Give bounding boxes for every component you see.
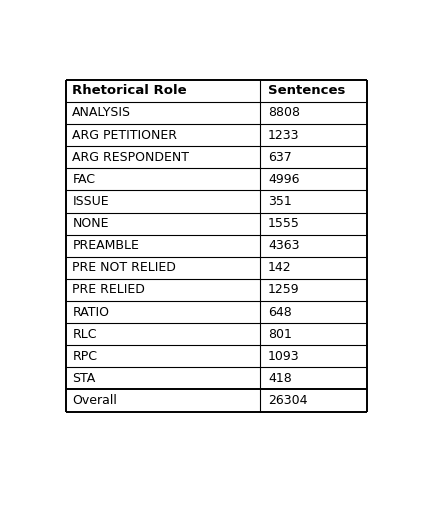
Text: RLC: RLC: [73, 328, 97, 341]
Text: PREAMBLE: PREAMBLE: [73, 239, 139, 252]
Text: Overall: Overall: [73, 394, 117, 407]
Text: STA: STA: [73, 372, 96, 385]
Text: PRE RELIED: PRE RELIED: [73, 283, 145, 296]
Text: PRE NOT RELIED: PRE NOT RELIED: [73, 261, 176, 275]
Text: 801: 801: [268, 328, 292, 341]
Text: Rhetorical Role: Rhetorical Role: [73, 84, 187, 98]
Text: 8808: 8808: [268, 106, 300, 120]
Text: 4996: 4996: [268, 173, 300, 186]
Text: Sentences: Sentences: [268, 84, 346, 98]
Text: 142: 142: [268, 261, 292, 275]
Text: 351: 351: [268, 195, 292, 208]
Text: ARG RESPONDENT: ARG RESPONDENT: [73, 151, 189, 164]
Text: 4363: 4363: [268, 239, 300, 252]
Text: 1555: 1555: [268, 217, 300, 230]
Text: RATIO: RATIO: [73, 305, 109, 318]
Text: 637: 637: [268, 151, 292, 164]
Text: 1259: 1259: [268, 283, 300, 296]
Text: ARG PETITIONER: ARG PETITIONER: [73, 128, 177, 141]
Text: ANALYSIS: ANALYSIS: [73, 106, 131, 120]
Text: 1233: 1233: [268, 128, 300, 141]
Text: NONE: NONE: [73, 217, 109, 230]
Text: 26304: 26304: [268, 394, 308, 407]
Text: FAC: FAC: [73, 173, 95, 186]
Text: 418: 418: [268, 372, 292, 385]
Text: RPC: RPC: [73, 350, 97, 363]
Text: 648: 648: [268, 305, 292, 318]
Text: 1093: 1093: [268, 350, 300, 363]
Text: ISSUE: ISSUE: [73, 195, 109, 208]
